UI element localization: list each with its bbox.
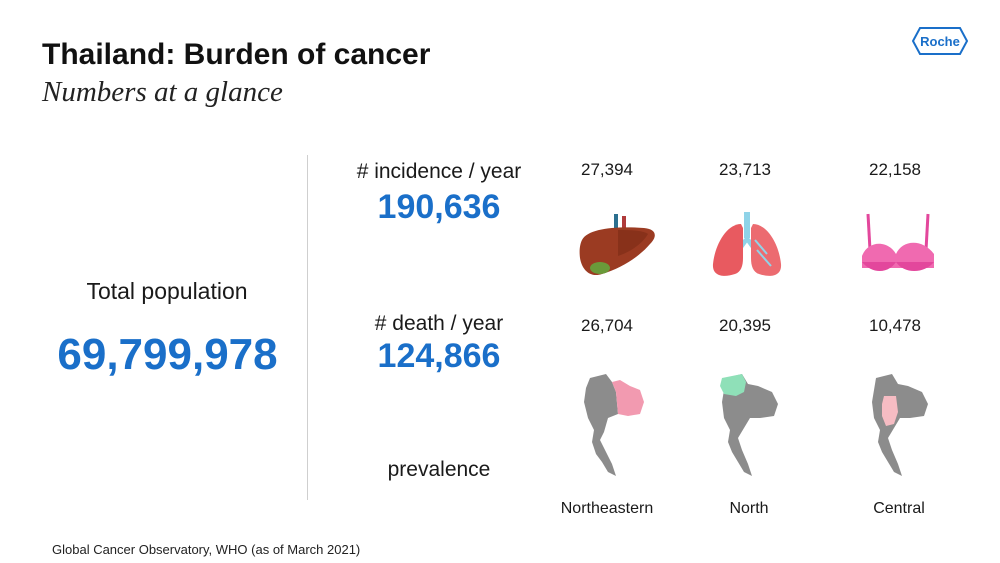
death-value: 124,866 — [377, 337, 501, 375]
incidence-liver-value: 27,394 — [581, 160, 633, 179]
thailand-map-central-icon — [864, 372, 934, 480]
incidence-lung-value: 23,713 — [719, 160, 771, 179]
death-label: # death / year — [374, 312, 504, 335]
region-central-label: Central — [873, 500, 925, 517]
incidence-value: 190,636 — [377, 188, 501, 226]
incidence-breast-value: 22,158 — [869, 160, 921, 179]
source-footnote: Global Cancer Observatory, WHO (as of Ma… — [52, 542, 361, 557]
roche-logo: Roche — [911, 26, 969, 56]
total-population-label: Total population — [86, 278, 248, 304]
region-northeastern-label: Northeastern — [560, 500, 654, 517]
death-northeastern-value: 26,704 — [581, 316, 633, 335]
total-population-value: 69,799,978 — [57, 330, 278, 379]
liver-icon — [578, 210, 658, 282]
incidence-label: # incidence / year — [356, 160, 522, 183]
page-subtitle: Numbers at a glance — [42, 76, 283, 108]
region-north-label: North — [729, 500, 769, 517]
lungs-icon — [707, 210, 787, 282]
thailand-map-north-icon — [714, 372, 784, 480]
page-title: Thailand: Burden of cancer — [42, 38, 431, 71]
death-north-value: 20,395 — [719, 316, 771, 335]
breast-bra-icon — [858, 210, 938, 282]
vertical-divider — [307, 155, 308, 500]
roche-logo-text: Roche — [920, 34, 960, 49]
death-central-value: 10,478 — [869, 316, 921, 335]
prevalence-label: prevalence — [387, 458, 491, 481]
thailand-map-northeastern-icon — [578, 372, 648, 480]
